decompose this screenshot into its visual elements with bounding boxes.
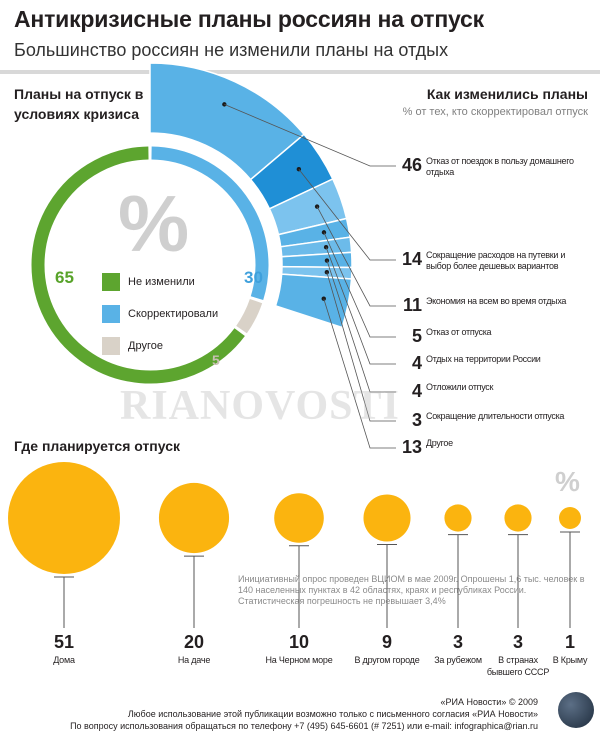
leader-dot xyxy=(321,230,327,235)
legend-item-adjusted: Скорректировали xyxy=(102,305,218,323)
destination-bubble xyxy=(363,494,411,542)
leader-line xyxy=(323,232,396,338)
unchanged-value: 65 xyxy=(55,268,74,287)
legend-label: Не изменили xyxy=(128,276,195,288)
donut-slice-other xyxy=(236,298,263,334)
donut-slice-unchanged xyxy=(31,146,245,384)
destination-label: За рубежом xyxy=(434,655,482,665)
change-value: 11 xyxy=(402,295,422,315)
destination-value: 1 xyxy=(564,632,575,652)
change-value: 46 xyxy=(401,155,422,175)
destination-value: 3 xyxy=(512,632,523,652)
survey-note: Инициативный опрос проведен ВЦИОМ в мае … xyxy=(238,574,585,606)
leader-dot xyxy=(321,296,326,301)
change-value: 3 xyxy=(411,410,422,430)
change-label: Отказ от поездок в пользу домашнего отды… xyxy=(426,156,574,177)
leader-line xyxy=(325,247,396,365)
destination-bubble xyxy=(274,493,324,543)
legend-swatch-green xyxy=(102,273,120,291)
destination-value: 9 xyxy=(381,632,392,652)
footer-contact: По вопросу использования обращаться по т… xyxy=(70,721,538,731)
destination-bubble xyxy=(158,482,230,554)
destination-label: На даче xyxy=(177,655,211,665)
legend-item-other: Другое xyxy=(102,337,163,355)
page-title: Антикризисные планы россиян на отпуск xyxy=(14,6,484,32)
destination-bubble xyxy=(504,504,532,532)
adjusted-value: 30 xyxy=(244,268,263,287)
destinations-heading: Где планируется отпуск xyxy=(14,438,180,454)
change-label: Другое xyxy=(426,438,453,448)
destination-value: 3 xyxy=(452,632,463,652)
destination-label: В странах бывшего СССР xyxy=(486,655,550,677)
leader-dot xyxy=(324,258,330,263)
destination-bubble xyxy=(8,462,120,574)
change-label: Сокращение расходов на путевки и выбор б… xyxy=(426,250,566,271)
change-label: Отложили отпуск xyxy=(426,382,494,392)
changes-subheading: % от тех, кто скорректировал отпуск xyxy=(402,106,588,118)
leader-line xyxy=(316,206,396,307)
changes-heading: Как изменились планы xyxy=(426,86,588,102)
leader-line xyxy=(323,298,396,449)
destination-value: 10 xyxy=(288,632,310,652)
change-label: Отказ от отпуска xyxy=(426,327,492,337)
divider xyxy=(0,70,600,74)
other-value: 5 xyxy=(212,352,220,368)
leader-line xyxy=(224,104,396,167)
change-value: 14 xyxy=(401,249,422,269)
change-label: Сокращение длительности отпуска xyxy=(426,411,565,421)
change-value: 4 xyxy=(411,353,422,373)
copyright: «РИА Новости» © 2009 xyxy=(440,697,538,707)
destination-bubble xyxy=(559,507,581,529)
ria-logo xyxy=(558,692,594,728)
watermark: RIANOVOSTI xyxy=(120,383,400,429)
page-subtitle: Большинство россиян не изменили планы на… xyxy=(14,40,449,60)
legend-label: Другое xyxy=(128,340,163,352)
footer-usage: Любое использование этой публикации возм… xyxy=(127,709,538,719)
destination-label: В другом городе xyxy=(354,655,420,665)
destination-label: Дома xyxy=(53,655,75,665)
change-label: Отдых на территории России xyxy=(426,354,541,364)
change-value: 5 xyxy=(411,326,422,346)
legend-item-unchanged: Не изменили xyxy=(102,273,195,291)
destination-value: 20 xyxy=(183,632,205,652)
leader-line xyxy=(298,168,396,261)
change-value: 4 xyxy=(411,381,422,401)
destination-label: В Крыму xyxy=(552,655,588,665)
change-label: Экономия на всем во время отдыха xyxy=(426,296,567,306)
legend-label: Скорректировали xyxy=(128,308,219,320)
percent-icon: % xyxy=(118,179,190,268)
change-value: 13 xyxy=(401,437,422,457)
donut-slice-adjusted xyxy=(151,146,269,301)
plans-heading: Планы на отпуск в условиях кризиса xyxy=(14,86,144,122)
percent-icon-small: % xyxy=(555,466,580,497)
destination-value: 51 xyxy=(53,632,75,652)
leader-line xyxy=(326,272,396,422)
change-segment xyxy=(274,273,353,329)
legend-swatch-beige xyxy=(102,337,120,355)
leader-line xyxy=(326,260,396,393)
legend-swatch-blue xyxy=(102,305,120,323)
destination-label: На Черном море xyxy=(265,655,333,665)
destination-bubble xyxy=(444,504,472,532)
